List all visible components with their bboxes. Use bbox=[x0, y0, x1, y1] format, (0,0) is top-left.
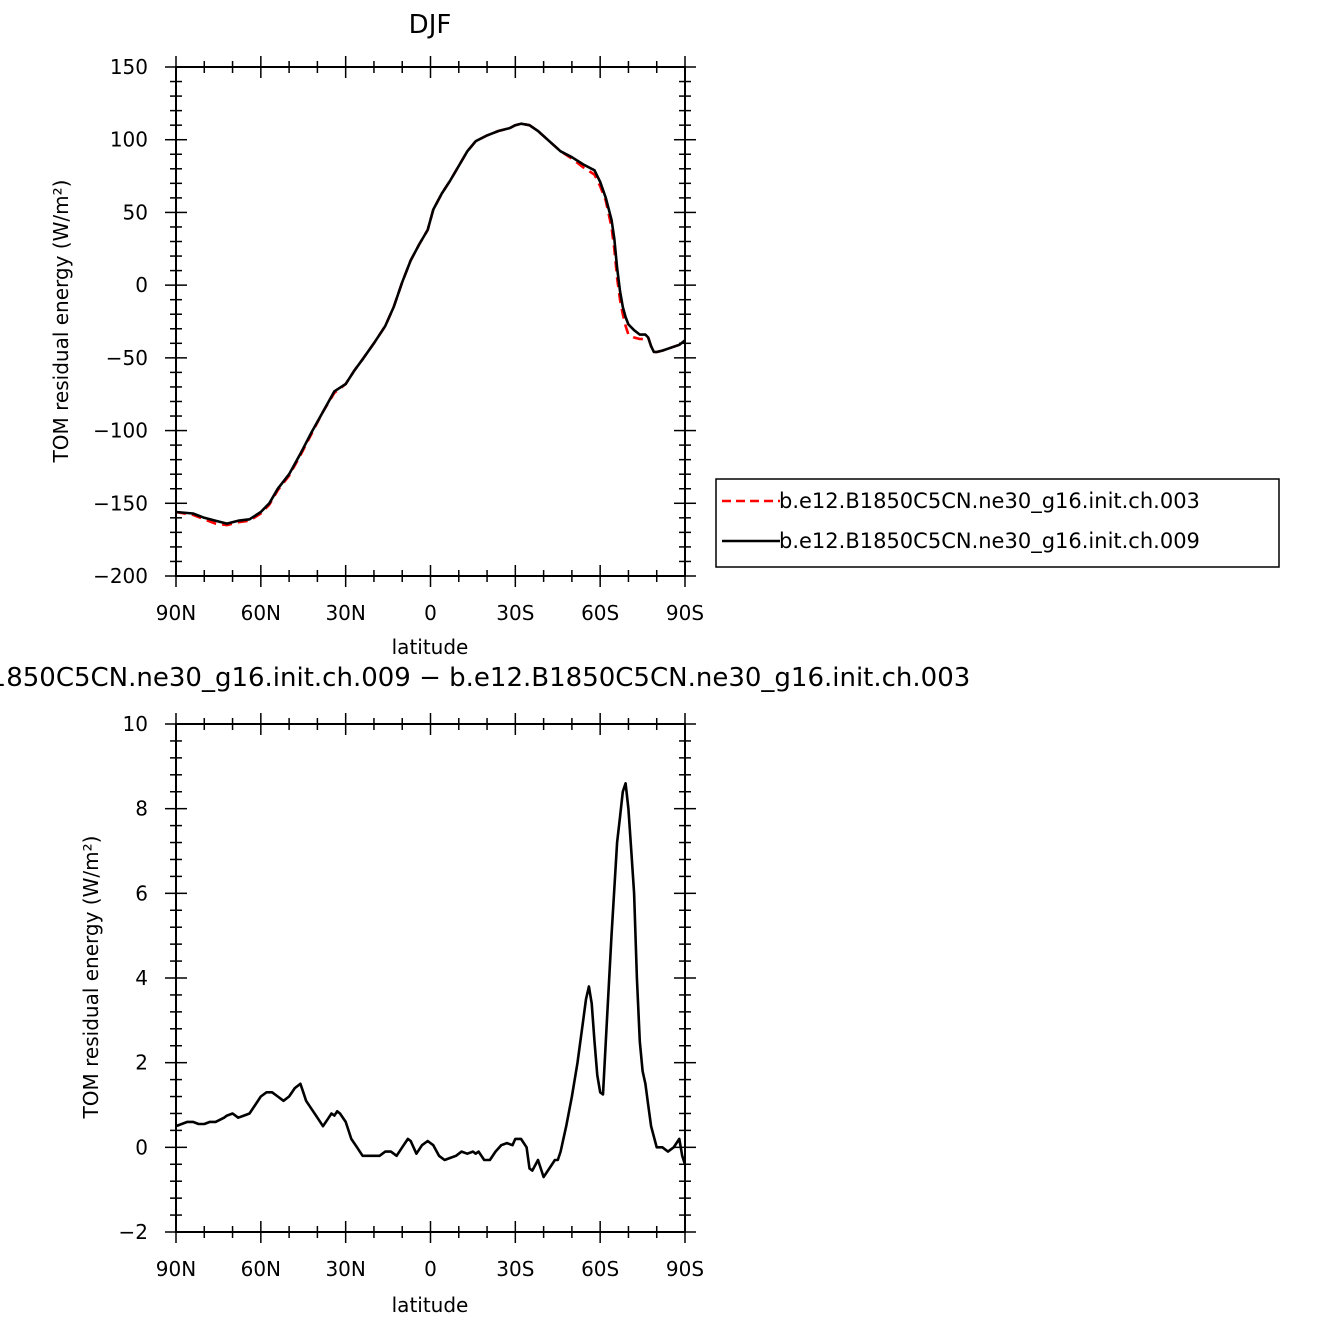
top-x-tick-label: 30S bbox=[496, 601, 534, 625]
bottom-x-tick-label: 60N bbox=[241, 1257, 281, 1281]
top-x-tick-label: 60S bbox=[581, 601, 619, 625]
bottom-y-tick-label: 4 bbox=[135, 966, 148, 990]
top-series-line-0 bbox=[176, 122, 685, 527]
top-y-tick-label: 100 bbox=[110, 128, 148, 152]
top-y-axis-label: TOM residual energy (W/m²) bbox=[49, 180, 73, 464]
top-series-line-1 bbox=[176, 122, 685, 525]
legend-box bbox=[715, 478, 1280, 568]
bottom-chart-title: b.e12.B1850C5CN.ne30_g16.init.ch.009 − b… bbox=[0, 663, 970, 693]
top-x-tick-label: 0 bbox=[424, 601, 437, 625]
top-x-tick-label: 90N bbox=[156, 601, 196, 625]
top-axes: 90N 60N 30N 0 30S 60S 90S −200 −150 −100 −50 0 50 100… bbox=[93, 55, 704, 625]
top-y-tick-label: −50 bbox=[106, 346, 148, 370]
top-x-tick-label: 90S bbox=[666, 601, 704, 625]
bottom-axes: 90N 60N 30N 0 30S 60S 90S −2 0 2 4 6 8 10 bbox=[119, 712, 705, 1281]
bottom-y-tick-label: 0 bbox=[135, 1135, 148, 1159]
bottom-x-tick-label: 90N bbox=[156, 1257, 196, 1281]
bottom-x-tick-label: 0 bbox=[424, 1257, 437, 1281]
bottom-y-tick-label: 10 bbox=[123, 712, 148, 736]
top-panel: DJF 90N 60N 30N 0 30S 60S 90S −200 −150 −100 −50 0 5… bbox=[49, 10, 1280, 659]
bottom-series-lines bbox=[176, 782, 685, 1179]
top-y-tick-label: −100 bbox=[93, 419, 148, 443]
bottom-series-line-0 bbox=[176, 782, 685, 1179]
top-x-tick-label: 30N bbox=[325, 601, 365, 625]
bottom-panel: b.e12.B1850C5CN.ne30_g16.init.ch.009 − b… bbox=[0, 663, 970, 1317]
bottom-x-tick-label: 30S bbox=[496, 1257, 534, 1281]
bottom-y-axis-label: TOM residual energy (W/m²) bbox=[79, 836, 103, 1120]
bottom-x-tick-label: 30N bbox=[325, 1257, 365, 1281]
bottom-x-tick-label: 60S bbox=[581, 1257, 619, 1281]
top-y-tick-label: −150 bbox=[93, 491, 148, 515]
top-y-tick-label: 150 bbox=[110, 55, 148, 79]
bottom-x-tick-label: 90S bbox=[666, 1257, 704, 1281]
top-plot-frame bbox=[175, 66, 686, 577]
legend-label-003: b.e12.B1850C5CN.ne30_g16.init.ch.003 bbox=[779, 489, 1200, 514]
bottom-x-axis-label: latitude bbox=[392, 1293, 469, 1317]
top-series-lines bbox=[176, 122, 685, 527]
bottom-y-tick-label: 2 bbox=[135, 1051, 148, 1075]
top-x-tick-label: 60N bbox=[241, 601, 281, 625]
top-x-axis-label: latitude bbox=[392, 635, 469, 659]
bottom-y-tick-label: 6 bbox=[135, 881, 148, 905]
top-y-tick-label: 0 bbox=[135, 273, 148, 297]
legend-label-009: b.e12.B1850C5CN.ne30_g16.init.ch.009 bbox=[779, 529, 1200, 554]
top-y-tick-label: −200 bbox=[93, 564, 148, 588]
legend: b.e12.B1850C5CN.ne30_g16.init.ch.003 b.e… bbox=[715, 478, 1280, 568]
bottom-y-tick-label: −2 bbox=[119, 1220, 148, 1244]
top-chart-title: DJF bbox=[409, 10, 452, 40]
bottom-y-tick-label: 8 bbox=[135, 797, 148, 821]
top-y-tick-label: 50 bbox=[123, 200, 148, 224]
